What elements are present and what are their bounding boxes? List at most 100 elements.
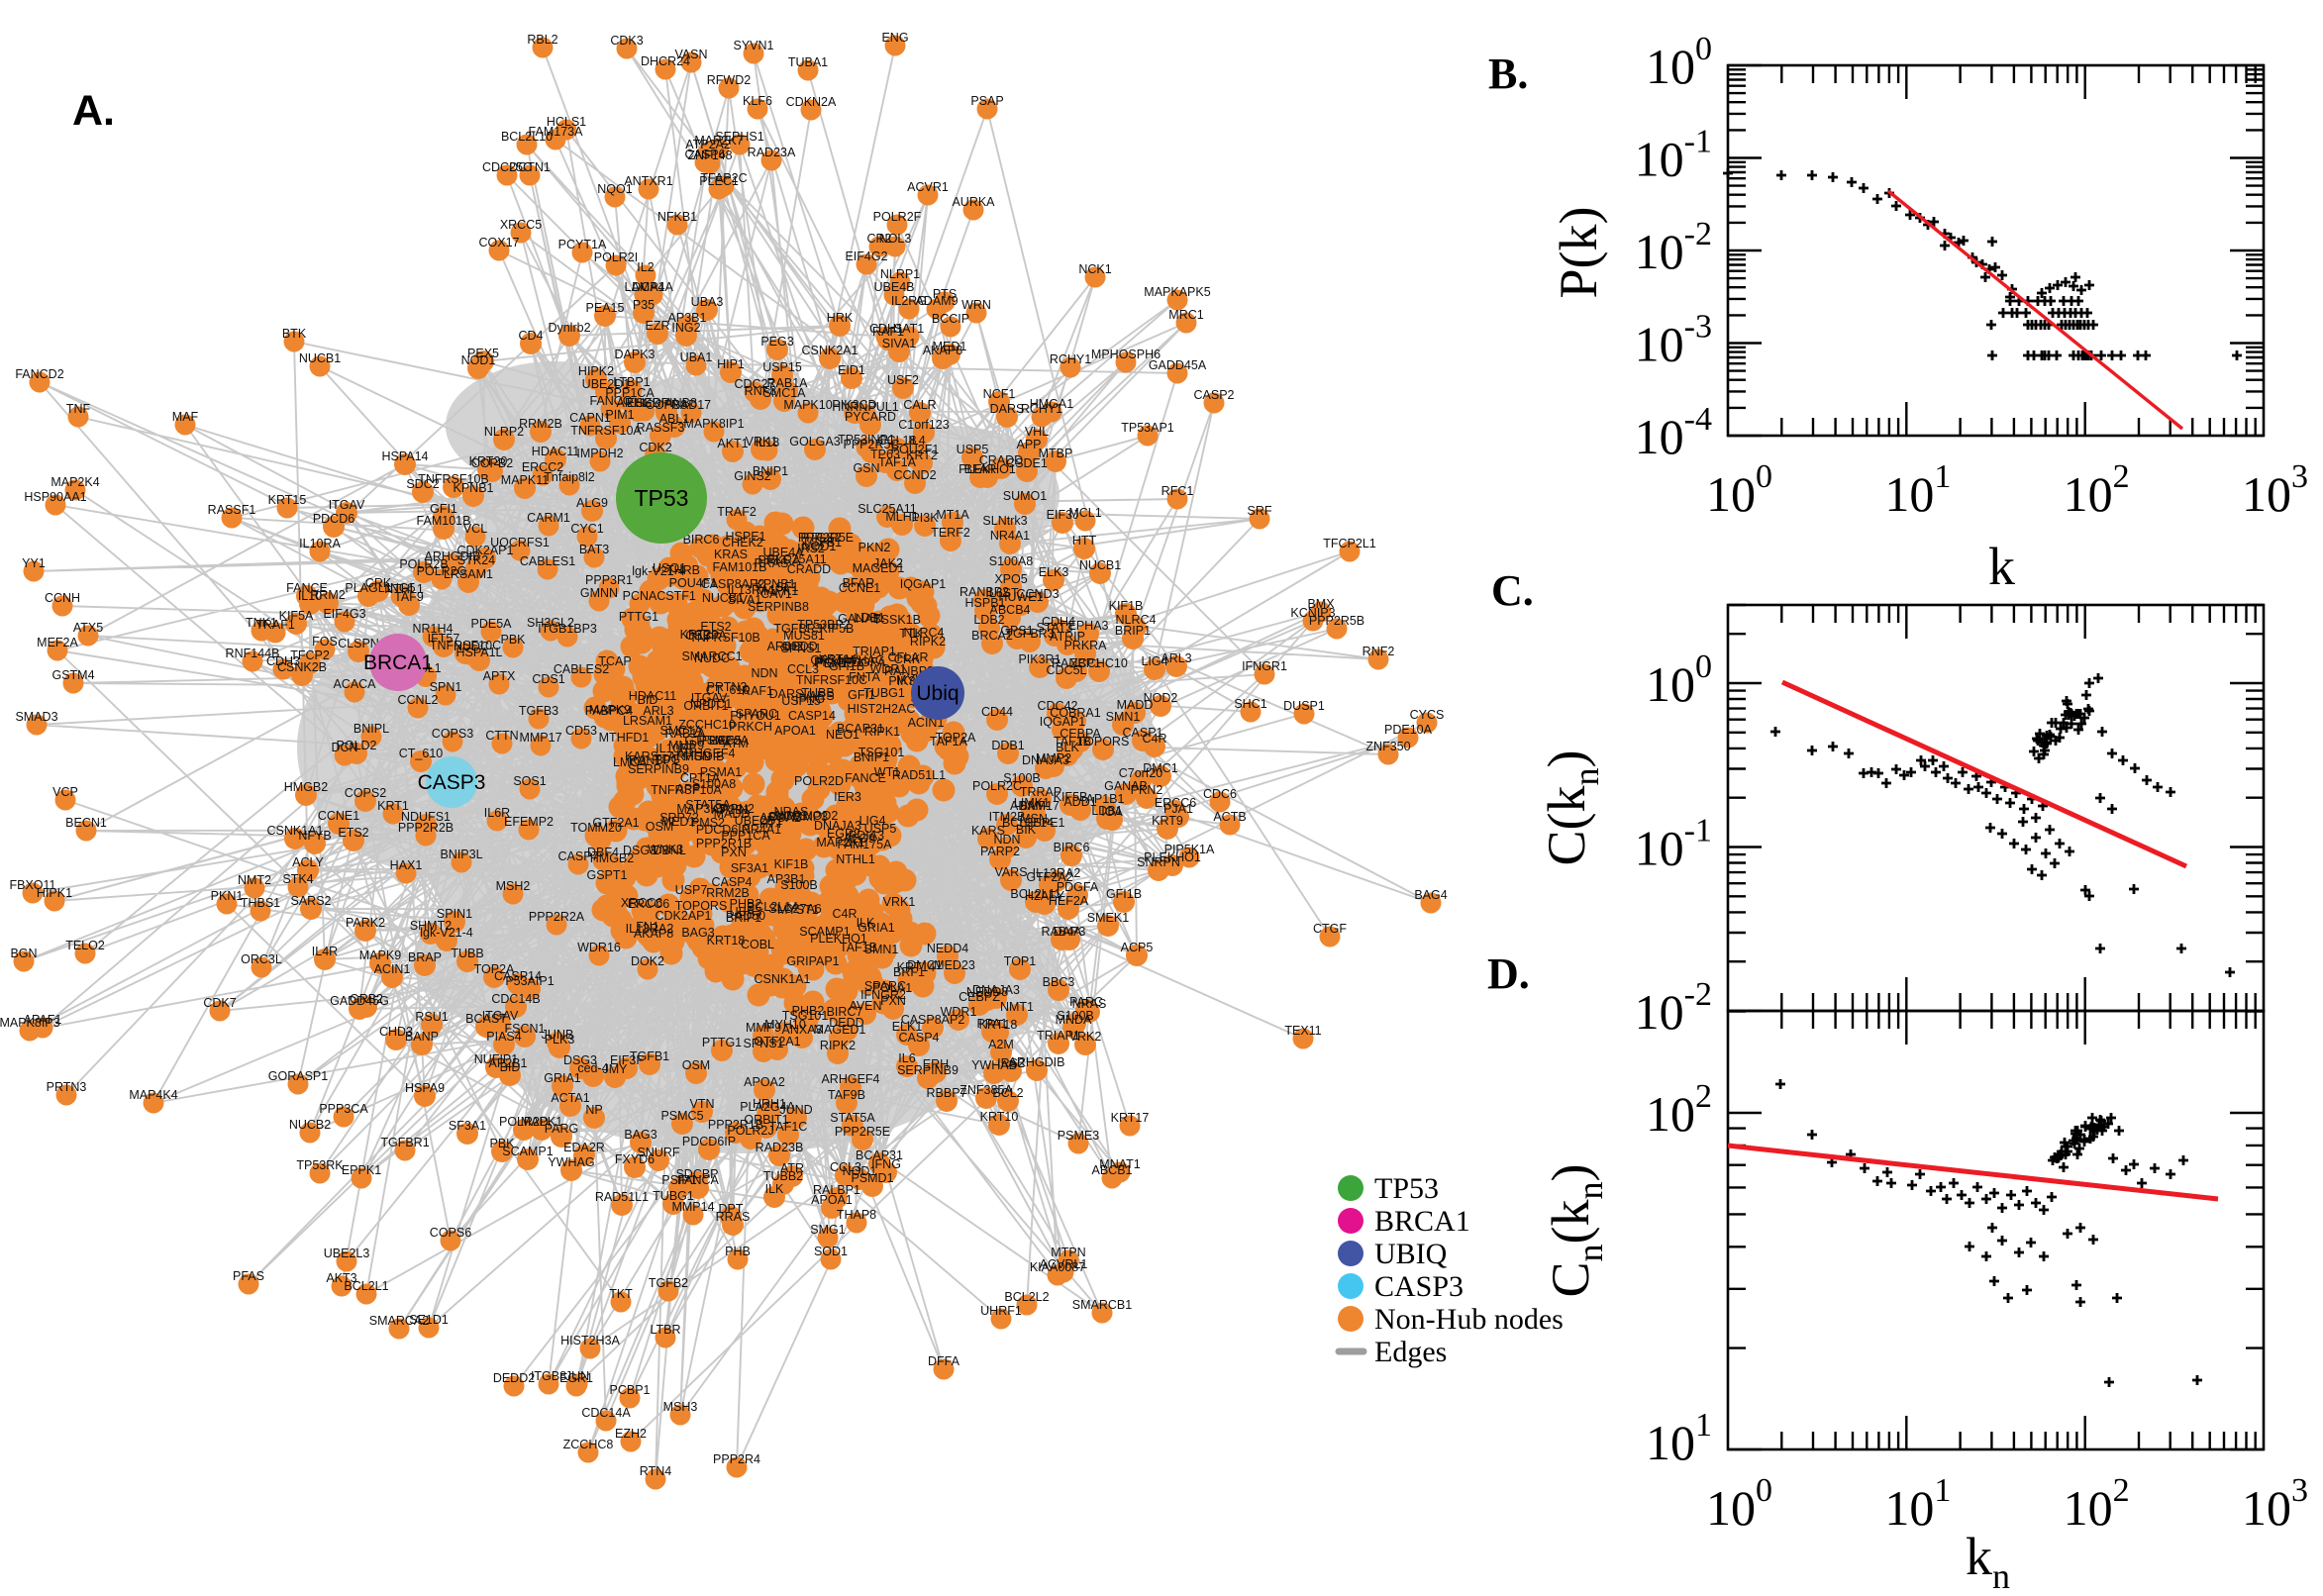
svg-text:ZCCHC10: ZCCHC10	[678, 718, 736, 732]
svg-text:GRIA1: GRIA1	[858, 921, 895, 935]
svg-text:C1orf123: C1orf123	[898, 418, 949, 432]
svg-text:CT_610: CT_610	[706, 683, 751, 697]
svg-text:PSAP: PSAP	[970, 94, 1003, 108]
svg-text:KIF5B: KIF5B	[1054, 790, 1088, 804]
svg-text:MAP2K1: MAP2K1	[816, 836, 864, 849]
svg-text:BANP: BANP	[405, 1030, 439, 1044]
svg-text:THRB: THRB	[666, 563, 700, 577]
svg-text:CCL3: CCL3	[787, 662, 819, 676]
svg-text:FANCG: FANCG	[589, 394, 632, 408]
svg-text:BRF1: BRF1	[893, 965, 925, 979]
svg-text:BLK: BLK	[1056, 741, 1079, 754]
svg-text:RAB1A: RAB1A	[665, 727, 707, 741]
svg-text:PIP5K1A: PIP5K1A	[1164, 843, 1215, 856]
svg-text:USP15: USP15	[781, 694, 821, 708]
svg-text:DCP1A: DCP1A	[632, 280, 673, 294]
svg-text:ORC3L: ORC3L	[241, 952, 282, 966]
svg-text:IFT57: IFT57	[428, 632, 460, 646]
svg-text:OSM: OSM	[682, 1058, 710, 1072]
svg-text:BCL2: BCL2	[992, 1086, 1023, 1100]
svg-text:GSPT1: GSPT1	[587, 868, 628, 882]
svg-text:BRCA1: BRCA1	[363, 651, 433, 674]
svg-text:ARHGEF4: ARHGEF4	[821, 1072, 879, 1086]
svg-text:IL6ST: IL6ST	[985, 586, 1019, 600]
svg-text:PKN1: PKN1	[211, 889, 244, 903]
svg-text:TAF9B: TAF9B	[828, 1088, 865, 1102]
svg-text:ITGAV: ITGAV	[691, 691, 728, 705]
svg-text:RFWD2: RFWD2	[707, 73, 751, 87]
svg-text:CDK2AP1: CDK2AP1	[656, 909, 712, 923]
svg-text:FANCE: FANCE	[845, 771, 886, 785]
svg-text:CASP8AP2: CASP8AP2	[901, 1013, 965, 1027]
svg-text:STAT3: STAT3	[1036, 621, 1072, 635]
svg-text:MEF2A: MEF2A	[37, 636, 78, 649]
svg-text:RSU1: RSU1	[415, 1010, 448, 1024]
svg-text:BNIPL: BNIPL	[354, 722, 389, 736]
svg-text:COBL: COBL	[741, 938, 774, 951]
svg-text:MAGED1: MAGED1	[814, 1023, 866, 1037]
svg-text:TOMM20: TOMM20	[570, 821, 622, 835]
svg-text:MNAT1: MNAT1	[1099, 1157, 1140, 1171]
svg-text:CPT1A: CPT1A	[680, 771, 721, 785]
svg-text:GTF2A2: GTF2A2	[684, 734, 731, 748]
svg-text:SPARC: SPARC	[736, 707, 777, 721]
svg-text:PPP2R1B: PPP2R1B	[696, 837, 752, 850]
svg-text:CRADD: CRADD	[787, 562, 831, 576]
svg-text:BIK: BIK	[1016, 823, 1037, 837]
svg-text:USF2: USF2	[887, 373, 919, 387]
svg-text:MYH10: MYH10	[764, 1018, 806, 1032]
svg-text:NP: NP	[585, 1103, 602, 1117]
svg-text:BCL2L14: BCL2L14	[747, 900, 798, 914]
svg-text:NUCB1: NUCB1	[702, 591, 744, 605]
svg-text:BAT3: BAT3	[579, 543, 609, 556]
svg-text:SMN1: SMN1	[1106, 710, 1141, 724]
svg-text:RAB4A: RAB4A	[1042, 925, 1083, 939]
svg-text:RBL2: RBL2	[527, 33, 557, 47]
svg-text:DBF4: DBF4	[587, 846, 619, 859]
svg-text:APOA1: APOA1	[774, 724, 816, 738]
svg-text:CTGF: CTGF	[1313, 922, 1347, 936]
svg-text:TOP2A: TOP2A	[936, 731, 976, 745]
svg-text:AVEN: AVEN	[849, 999, 881, 1013]
svg-text:HMGB2: HMGB2	[590, 851, 635, 865]
svg-text:USO1: USO1	[653, 561, 686, 575]
svg-text:IQGAP1: IQGAP1	[1040, 715, 1086, 729]
svg-text:ADD1: ADD1	[1063, 795, 1096, 809]
svg-text:TGFB1: TGFB1	[802, 536, 842, 549]
svg-text:TP53RK: TP53RK	[296, 1158, 344, 1172]
svg-text:HSPA1L: HSPA1L	[455, 646, 502, 659]
svg-text:SMC1A: SMC1A	[762, 386, 806, 400]
svg-text:HUWE1: HUWE1	[998, 590, 1043, 604]
svg-text:CHD3: CHD3	[379, 1025, 413, 1039]
svg-text:CABLES1: CABLES1	[520, 554, 575, 568]
svg-text:HSPB1: HSPB1	[965, 596, 1006, 610]
svg-text:COPS6: COPS6	[430, 1226, 471, 1240]
svg-text:WNK3: WNK3	[648, 843, 683, 856]
svg-text:ARHGDIB: ARHGDIB	[1009, 1055, 1065, 1069]
svg-text:SUMO1: SUMO1	[1003, 489, 1048, 503]
svg-text:MSN: MSN	[1020, 812, 1048, 826]
svg-text:PFAS: PFAS	[233, 1269, 264, 1283]
svg-text:MSH3: MSH3	[663, 1400, 698, 1414]
svg-text:UHRF1: UHRF1	[980, 1304, 1022, 1318]
svg-text:PKN2: PKN2	[858, 541, 891, 554]
svg-text:DSG3: DSG3	[623, 844, 656, 857]
svg-text:PARK2: PARK2	[346, 916, 385, 930]
svg-text:PCYT1A: PCYT1A	[558, 238, 607, 251]
svg-text:THBS1: THBS1	[241, 896, 280, 910]
svg-text:S100B: S100B	[780, 878, 818, 892]
svg-text:EFEMP2: EFEMP2	[504, 815, 554, 829]
svg-text:TUBB: TUBB	[801, 686, 834, 700]
svg-text:FOS: FOS	[312, 635, 338, 648]
svg-text:BRIP1: BRIP1	[726, 911, 761, 925]
svg-text:UBE2D1: UBE2D1	[582, 377, 631, 391]
svg-text:EZR: EZR	[646, 319, 670, 333]
svg-text:STAT5A: STAT5A	[685, 798, 731, 812]
svg-text:SF3A1: SF3A1	[731, 861, 768, 875]
svg-text:SH3GL2: SH3GL2	[527, 616, 574, 630]
svg-text:ELK1: ELK1	[892, 1020, 923, 1034]
svg-text:MMP17: MMP17	[519, 731, 561, 745]
svg-text:A.: A.	[72, 87, 115, 135]
svg-text:ETS2: ETS2	[338, 826, 368, 840]
svg-text:CFLAR: CFLAR	[888, 650, 929, 664]
